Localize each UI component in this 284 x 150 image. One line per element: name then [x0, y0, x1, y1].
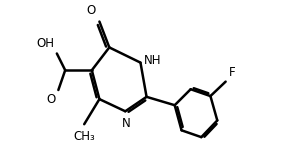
Text: NH: NH	[144, 54, 161, 67]
Text: O: O	[87, 4, 96, 17]
Text: CH₃: CH₃	[73, 130, 95, 143]
Text: OH: OH	[37, 38, 55, 50]
Text: O: O	[47, 93, 56, 106]
Text: N: N	[122, 117, 130, 130]
Text: F: F	[228, 66, 235, 79]
